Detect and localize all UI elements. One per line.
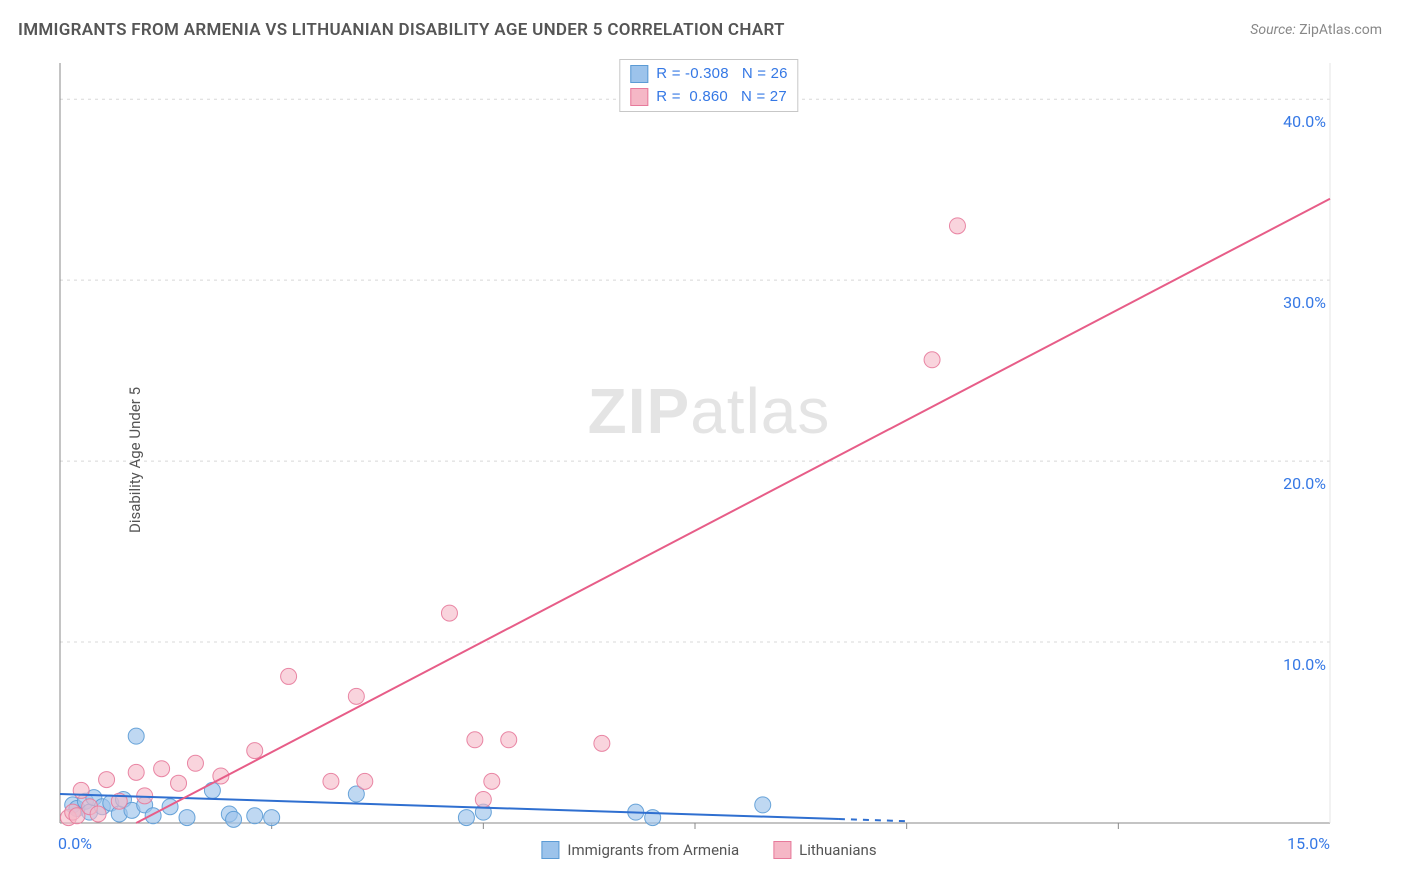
svg-text:10.0%: 10.0%: [1283, 655, 1326, 674]
source-credit: Source: ZipAtlas.com: [1250, 22, 1382, 38]
swatch-armenia: [630, 65, 648, 83]
legend-item-lithuanians: Lithuanians: [773, 841, 876, 859]
source-name: ZipAtlas.com: [1299, 22, 1382, 38]
legend-label-armenia: Immigrants from Armenia: [567, 841, 739, 859]
svg-text:20.0%: 20.0%: [1283, 474, 1326, 493]
svg-text:40.0%: 40.0%: [1283, 112, 1326, 131]
legend-label-lithuanians: Lithuanians: [799, 841, 876, 859]
source-label: Source:: [1250, 22, 1295, 38]
correlation-legend: R = -0.308 N = 26 R = 0.860 N = 27: [619, 59, 798, 112]
r-value-lithuanians: R = 0.860 N = 27: [656, 86, 787, 109]
series-legend: Immigrants from Armenia Lithuanians: [541, 841, 876, 859]
svg-text:15.0%: 15.0%: [1287, 834, 1330, 853]
swatch-lithuanians-icon: [773, 841, 791, 859]
y-axis-label: Disability Age Under 5: [126, 387, 144, 533]
svg-text:0.0%: 0.0%: [58, 834, 92, 853]
legend-row-lithuanians: R = 0.860 N = 27: [630, 86, 787, 109]
r-value-armenia: R = -0.308 N = 26: [656, 63, 787, 86]
chart-title: IMMIGRANTS FROM ARMENIA VS LITHUANIAN DI…: [18, 20, 785, 40]
legend-row-armenia: R = -0.308 N = 26: [630, 63, 787, 86]
svg-text:30.0%: 30.0%: [1283, 293, 1326, 312]
swatch-lithuanians: [630, 88, 648, 106]
scatter-chart: 10.0% 20.0% 30.0% 40.0% 0.0% 15.0%: [50, 55, 1368, 865]
chart-area: Disability Age Under 5 10.0% 20.0% 30.0% 40…: [50, 55, 1368, 865]
swatch-armenia-icon: [541, 841, 559, 859]
legend-item-armenia: Immigrants from Armenia: [541, 841, 739, 859]
